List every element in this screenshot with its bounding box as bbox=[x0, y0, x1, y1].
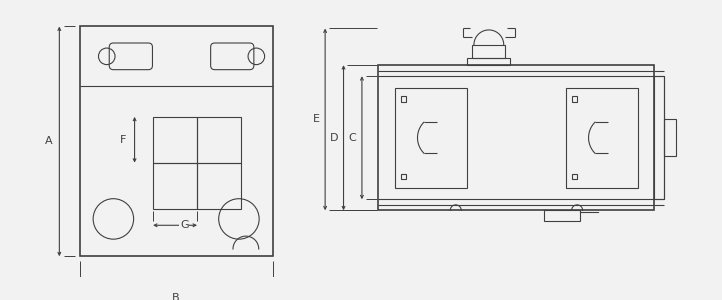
Bar bbox=[467, 58, 510, 65]
Bar bbox=[654, 76, 664, 199]
Bar bbox=[664, 119, 677, 156]
Bar bbox=[153, 163, 197, 209]
Text: C: C bbox=[349, 133, 357, 143]
Bar bbox=[472, 45, 505, 58]
Bar bbox=[572, 174, 577, 179]
Text: B: B bbox=[173, 293, 180, 300]
Bar bbox=[197, 117, 241, 163]
Bar bbox=[197, 163, 241, 209]
Bar bbox=[79, 26, 273, 256]
Bar bbox=[401, 174, 406, 179]
Bar bbox=[378, 65, 654, 210]
Bar bbox=[153, 117, 197, 163]
Text: G: G bbox=[180, 220, 188, 230]
Text: F: F bbox=[121, 135, 127, 145]
Bar bbox=[544, 210, 580, 221]
Bar bbox=[395, 88, 466, 188]
Bar bbox=[566, 88, 638, 188]
Text: E: E bbox=[313, 114, 319, 124]
Text: A: A bbox=[45, 136, 52, 146]
Bar bbox=[572, 96, 577, 101]
Text: D: D bbox=[330, 133, 339, 143]
Bar bbox=[401, 96, 406, 101]
